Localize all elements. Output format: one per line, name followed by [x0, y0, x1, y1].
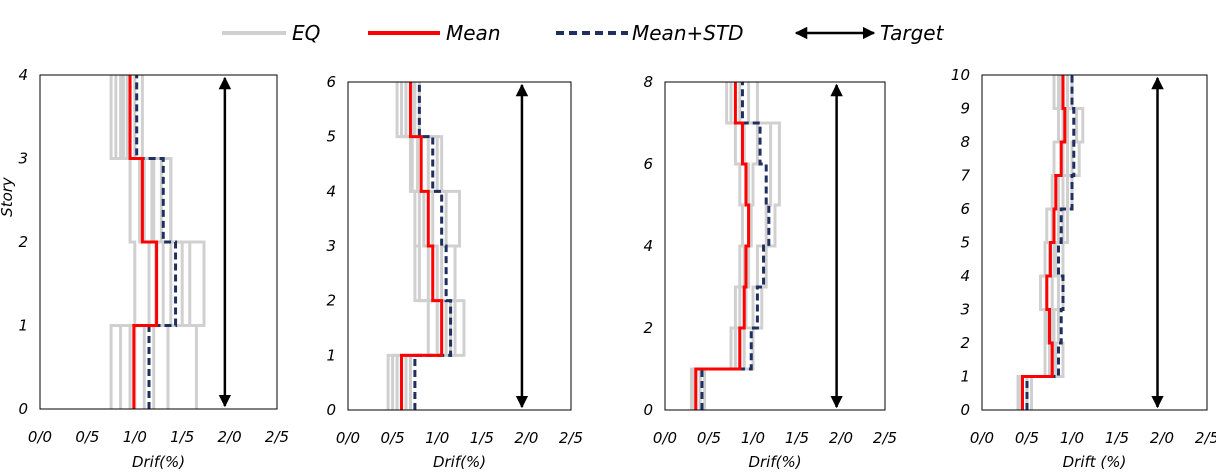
x-tick-label: 2/5 — [873, 429, 897, 447]
y-tick-label: 8 — [643, 73, 653, 91]
y-tick-label: 1 — [326, 346, 336, 364]
y-tick-label: 4 — [643, 237, 653, 255]
x-tick-label: 0/5 — [1015, 429, 1039, 447]
x-tick-label: 0/5 — [697, 429, 721, 447]
x-tick-label: 1/0 — [1060, 429, 1084, 447]
plot-frame — [981, 74, 1208, 411]
eq-record-line — [703, 82, 781, 410]
chart-1: 0 1 2 3 4 0/0 0/5 1/0 1/5 2/0 2/5 Drif(%) Story — [0, 66, 289, 471]
x-tick-label: 1/0 — [123, 428, 147, 446]
legend-item-mean: Mean — [368, 21, 501, 45]
mean-std-line — [700, 82, 771, 410]
y-tick-label: 0 — [960, 401, 970, 419]
chart-3: 0 2 4 6 8 0/0 0/5 1/0 1/5 2/0 2/5 Drif(%) — [643, 73, 897, 471]
legend-label-mean: Mean — [446, 21, 501, 45]
y-tick-label: 3 — [18, 150, 28, 168]
x-tick-label: 1/5 — [785, 429, 809, 447]
y-tick-label: 10 — [951, 66, 970, 84]
y-tick-label: 6 — [326, 73, 336, 91]
plot-frame — [347, 81, 572, 411]
y-tick-label: 5 — [960, 234, 970, 252]
eq-record-line — [109, 75, 137, 409]
mean-std-line — [1025, 75, 1076, 410]
x-tick-label: 1/0 — [741, 429, 765, 447]
x-tick-label: 0/0 — [970, 429, 994, 447]
legend-item-mean-std: Mean+STD — [556, 21, 744, 45]
chart-2: 0 1 2 3 4 5 6 0/0 0/5 1/0 1/5 2/0 2/5 Drif(%) — [326, 73, 583, 471]
x-tick-label: 2/5 — [559, 429, 583, 447]
x-tick-label: 1/5 — [1105, 429, 1129, 447]
plot-frame — [39, 74, 278, 410]
y-tick-label: 3 — [326, 237, 336, 255]
eq-record-line — [694, 82, 744, 410]
y-tick-label: 4 — [960, 267, 970, 285]
legend-label-eq: EQ — [292, 21, 320, 45]
mean-line — [694, 82, 751, 410]
y-tick-label: 2 — [326, 292, 336, 310]
x-tick-label: 2/0 — [218, 428, 242, 446]
mean-line — [400, 82, 444, 410]
y-tick-label: 4 — [326, 182, 336, 200]
y-tick-label: 8 — [960, 133, 970, 151]
y-tick-label: 5 — [326, 128, 336, 146]
legend: EQ Mean Mean+STD Target — [222, 21, 945, 45]
x-axis-label: Drift (%) — [1063, 453, 1127, 471]
y-tick-label: 4 — [18, 66, 28, 84]
x-tick-label: 2/0 — [829, 429, 853, 447]
x-axis-label: Drif(%) — [433, 453, 486, 471]
x-tick-label: 0/5 — [381, 429, 405, 447]
y-tick-label: 2 — [643, 319, 653, 337]
y-tick-label: 0 — [326, 401, 336, 419]
y-tick-label: 3 — [960, 301, 970, 319]
y-tick-label: 2 — [960, 334, 970, 352]
x-tick-label: 2/5 — [265, 428, 289, 446]
y-tick-label: 1 — [960, 368, 970, 386]
x-tick-label: 1/5 — [470, 429, 494, 447]
x-tick-label: 0/0 — [28, 428, 52, 446]
y-axis-label: Story — [0, 176, 16, 217]
x-tick-label: 0/0 — [336, 429, 360, 447]
y-tick-label: 6 — [643, 155, 653, 173]
x-tick-label: 1/5 — [170, 428, 194, 446]
legend-label-mean-std: Mean+STD — [632, 21, 744, 45]
y-tick-label: 1 — [18, 317, 28, 335]
y-tick-label: 7 — [960, 167, 970, 185]
y-tick-label: 6 — [960, 200, 970, 218]
eq-record-line — [1016, 75, 1060, 410]
y-tick-label: 2 — [18, 233, 28, 251]
legend-item-eq: EQ — [222, 21, 320, 45]
x-tick-label: 2/0 — [1150, 429, 1174, 447]
x-axis-label: Drif(%) — [132, 453, 185, 471]
x-tick-label: 0/5 — [75, 428, 99, 446]
mean-line — [128, 75, 159, 409]
plot-frame — [664, 81, 886, 411]
legend-item-target: Target — [794, 21, 945, 45]
y-tick-label: 0 — [18, 400, 28, 418]
eq-record-line — [1025, 75, 1074, 410]
x-tick-label: 2/0 — [514, 429, 538, 447]
eq-record-line — [698, 82, 773, 410]
mean-line — [1021, 75, 1067, 410]
y-tick-label: 0 — [643, 401, 653, 419]
legend-label-target: Target — [880, 21, 945, 45]
y-tick-label: 9 — [960, 100, 970, 118]
x-axis-label: Drif(%) — [748, 453, 801, 471]
x-tick-label: 1/0 — [425, 429, 449, 447]
x-tick-label: 2/5 — [1195, 429, 1216, 447]
chart-4: 0 1 2 3 4 5 6 7 8 9 10 0/0 0/5 1/0 1/5 2/0 2/5 Drift (%) — [951, 66, 1216, 471]
x-tick-label: 0/0 — [653, 429, 677, 447]
